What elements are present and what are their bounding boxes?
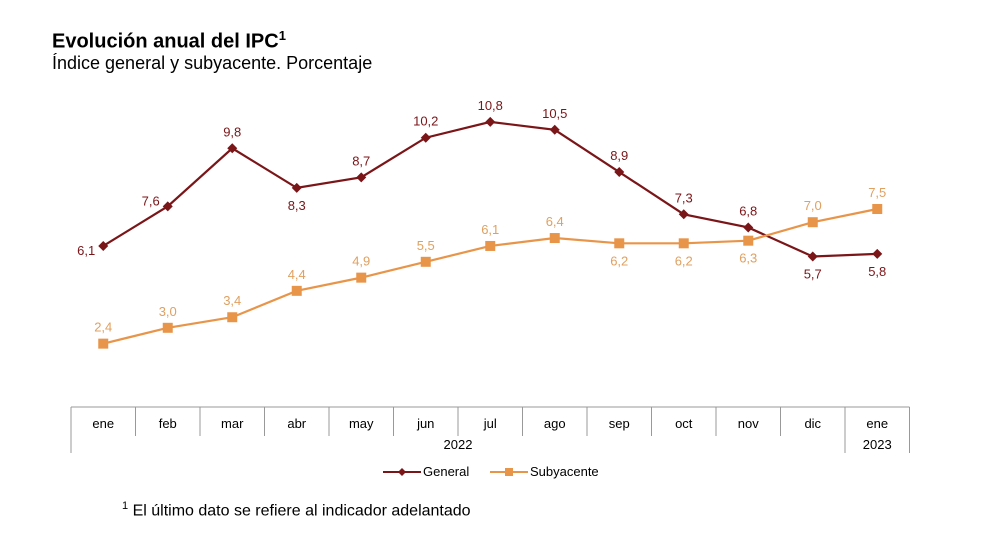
x-tick-label: oct bbox=[675, 416, 693, 431]
x-tick-label: mar bbox=[221, 416, 244, 431]
data-label: 6,4 bbox=[546, 214, 564, 229]
x-tick-label: ago bbox=[544, 416, 566, 431]
data-label: 5,7 bbox=[804, 267, 822, 282]
data-label: 8,7 bbox=[352, 153, 370, 168]
x-tick-label: nov bbox=[738, 416, 759, 431]
data-point bbox=[420, 132, 431, 143]
data-label: 6,2 bbox=[610, 253, 628, 268]
chart-subtitle: Índice general y subyacente. Porcentaje bbox=[52, 53, 373, 73]
data-point bbox=[614, 167, 625, 178]
data-label: 6,2 bbox=[675, 253, 693, 268]
data-label: 9,8 bbox=[223, 124, 241, 139]
data-label: 6,3 bbox=[739, 251, 757, 266]
x-tick-label: ene bbox=[92, 416, 114, 431]
x-tick-label: abr bbox=[287, 416, 306, 431]
data-label: 3,0 bbox=[159, 304, 177, 319]
legend-label: General bbox=[423, 464, 469, 479]
series-subyacente: 2,4 3,0 3,4 4,4 4,9 5,5 6,1 6,4 6,2 6,2 6,3 7,0 7,5 bbox=[94, 185, 886, 349]
data-point bbox=[162, 322, 173, 333]
chart-title: Evolución anual del IPC1 bbox=[52, 28, 286, 53]
data-point bbox=[356, 272, 367, 283]
data-label: 4,4 bbox=[288, 267, 306, 282]
x-tick-label: dic bbox=[804, 416, 821, 431]
x-tick-label: feb bbox=[159, 416, 177, 431]
data-point bbox=[291, 182, 302, 193]
x-tick-label: sep bbox=[609, 416, 630, 431]
data-label: 6,8 bbox=[739, 203, 757, 218]
data-label: 3,4 bbox=[223, 293, 241, 308]
series-general: 6,1 7,6 9,8 8,3 8,7 10,2 10,8 10,5 8,9 7,3 6,8 5,7 5… bbox=[77, 98, 886, 282]
data-label: 5,8 bbox=[868, 264, 886, 279]
data-point bbox=[807, 217, 818, 228]
data-point bbox=[420, 256, 431, 267]
data-label: 7,3 bbox=[675, 190, 693, 205]
x-tick-label: jun bbox=[416, 416, 434, 431]
data-point bbox=[872, 204, 883, 214]
data-label: 10,8 bbox=[478, 98, 503, 113]
data-point bbox=[678, 238, 689, 249]
data-label: 2,4 bbox=[94, 320, 112, 335]
data-point bbox=[162, 201, 173, 212]
data-point bbox=[807, 251, 818, 262]
data-point bbox=[485, 240, 496, 251]
data-point bbox=[549, 233, 560, 244]
data-label: 7,6 bbox=[142, 193, 160, 208]
data-label: 10,2 bbox=[413, 114, 438, 129]
data-point bbox=[291, 285, 302, 296]
data-point bbox=[356, 172, 367, 183]
data-point bbox=[743, 235, 754, 246]
data-point bbox=[678, 209, 689, 220]
data-label: 4,9 bbox=[352, 254, 370, 269]
data-label: 10,5 bbox=[542, 106, 567, 121]
legend: General Subyacente bbox=[383, 464, 599, 479]
legend-label: Subyacente bbox=[530, 464, 599, 479]
data-label: 6,1 bbox=[77, 243, 95, 258]
data-point bbox=[549, 124, 560, 135]
data-point bbox=[227, 312, 238, 323]
data-point bbox=[485, 116, 496, 127]
data-label: 7,0 bbox=[804, 198, 822, 213]
x-tick-label: ene bbox=[866, 416, 888, 431]
footnote: 1 El último dato se refiere al indicador… bbox=[122, 500, 471, 520]
x-tick-label: jul bbox=[483, 416, 497, 431]
data-label: 7,5 bbox=[868, 185, 886, 200]
data-point bbox=[98, 338, 109, 349]
legend-marker bbox=[398, 468, 406, 476]
data-label: 8,3 bbox=[288, 198, 306, 213]
data-point bbox=[227, 143, 238, 154]
year-label: 2022 bbox=[444, 437, 473, 452]
data-label: 5,5 bbox=[417, 238, 435, 253]
data-point bbox=[614, 238, 625, 249]
year-label: 2023 bbox=[863, 437, 892, 452]
data-point bbox=[98, 240, 109, 251]
x-tick-label: may bbox=[349, 416, 374, 431]
data-point bbox=[743, 222, 754, 233]
data-point bbox=[872, 248, 883, 259]
data-label: 8,9 bbox=[610, 148, 628, 163]
legend-marker bbox=[505, 468, 513, 476]
data-label: 6,1 bbox=[481, 222, 499, 237]
